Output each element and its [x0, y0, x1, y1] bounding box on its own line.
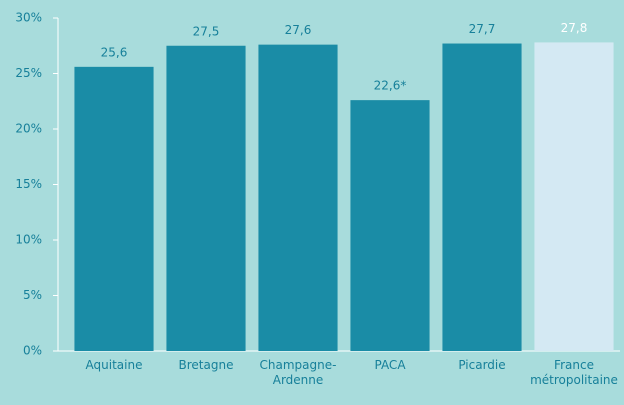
- bar: [166, 45, 246, 351]
- x-tick-label: Aquitaine: [85, 358, 143, 372]
- x-tick-label: Bretagne: [178, 358, 234, 372]
- bar: [442, 43, 522, 351]
- x-tick-label: France métropolitaine: [530, 358, 618, 387]
- x-tick-label: PACA: [374, 358, 406, 372]
- y-tick-label: 15%: [15, 177, 42, 191]
- y-tick-label: 25%: [15, 66, 42, 80]
- bar: [258, 44, 338, 351]
- y-tick-label: 30%: [15, 11, 42, 25]
- x-tick-label: Picardie: [458, 358, 506, 372]
- bar: [74, 66, 154, 351]
- value-label: 27,5: [193, 24, 220, 38]
- value-label: 27,8: [561, 21, 588, 35]
- value-label: 27,6: [285, 23, 312, 37]
- x-tick-label: Champagne-Ardenne: [259, 358, 337, 387]
- value-label: 27,7: [469, 22, 496, 36]
- y-tick-label: 20%: [15, 122, 42, 136]
- y-tick-label: 5%: [23, 288, 42, 302]
- value-label: 22,6*: [374, 79, 407, 93]
- bar: [534, 42, 614, 352]
- y-tick-label: 10%: [15, 233, 42, 247]
- value-label: 25,6: [101, 45, 128, 59]
- y-tick-label: 0%: [23, 344, 42, 358]
- bar: [350, 100, 430, 351]
